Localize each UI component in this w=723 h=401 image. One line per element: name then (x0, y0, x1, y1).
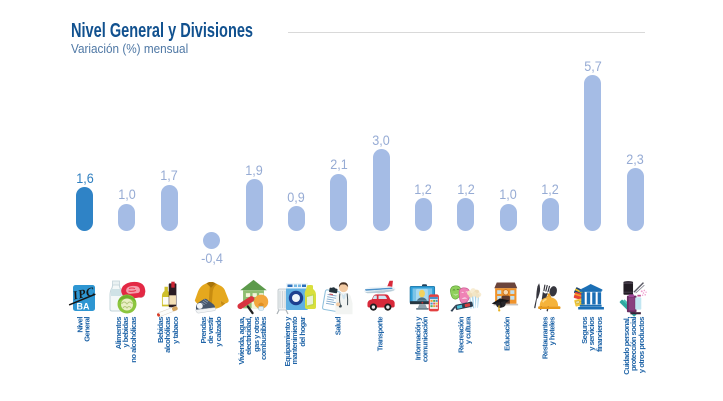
svg-text:BA: BA (76, 302, 89, 312)
svg-text:IPC: IPC (70, 284, 96, 303)
